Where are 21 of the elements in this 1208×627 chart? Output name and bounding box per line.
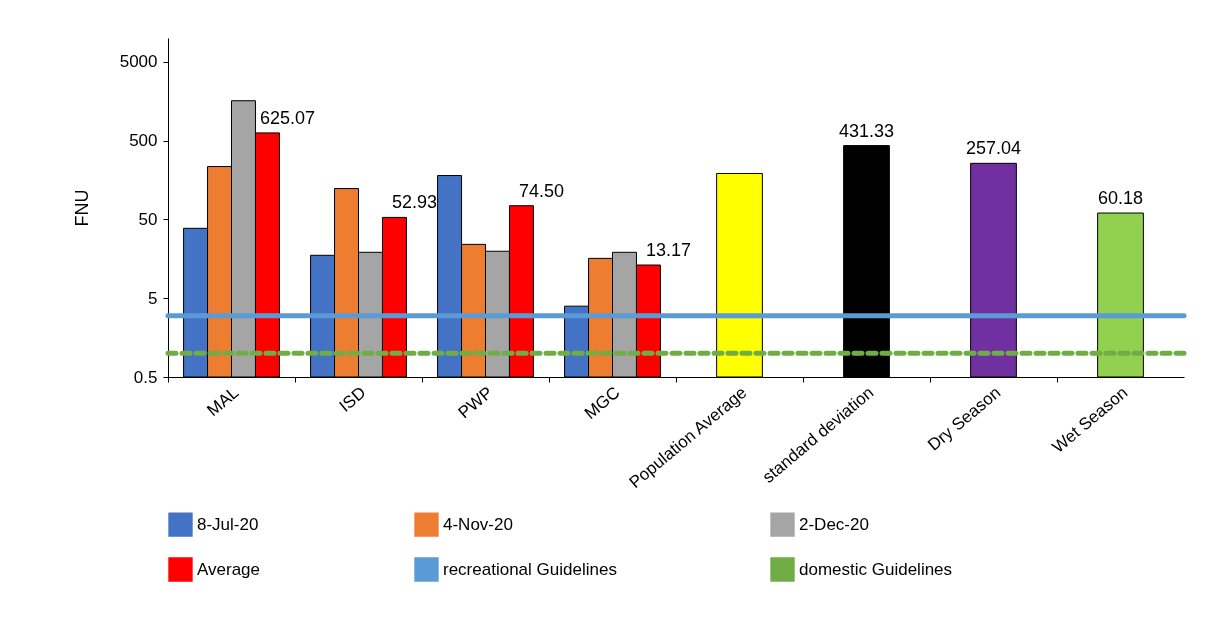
data-label: 625.07 (259, 107, 315, 128)
legend-label: Average (197, 559, 261, 579)
legend-label: 2-Dec-20 (799, 514, 869, 534)
data-label: 52.93 (391, 192, 437, 213)
y-tick-label: 50 (138, 209, 158, 229)
data-label: 60.18 (1097, 188, 1144, 209)
data-label: 13.17 (645, 240, 691, 261)
legend-label: domestic Guidelines (799, 559, 953, 579)
legend-label: recreational Guidelines (443, 559, 617, 579)
legend-label: 4-Nov-20 (443, 514, 513, 534)
data-label: 74.50 (518, 180, 564, 201)
legend-label: 8-Jul-20 (197, 514, 259, 534)
y-tick-label: 500 (129, 131, 158, 151)
data-label: 257.04 (965, 138, 1022, 159)
data-label: 431.33 (838, 120, 895, 141)
y-tick-label: 5 (148, 288, 158, 308)
x-tick-label: MAL (203, 382, 243, 420)
y-tick-label: 5000 (119, 52, 158, 72)
y-tick-label: 0.5 (133, 367, 158, 387)
y-axis-title: FNU (71, 189, 92, 227)
x-tick-label: ISD (335, 382, 370, 416)
